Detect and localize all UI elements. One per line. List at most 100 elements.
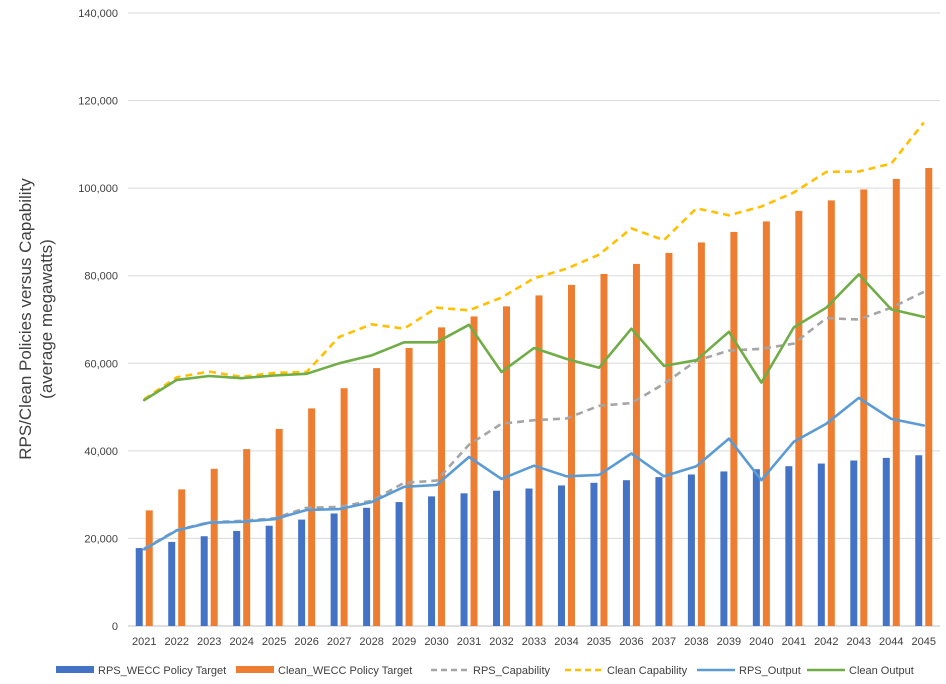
x-tick-label: 2036 <box>619 636 643 648</box>
bar-rps-target <box>752 469 760 626</box>
legend: RPS_WECC Policy Target Clean_WECC Policy … <box>56 665 914 677</box>
bar-rps-target <box>785 466 793 626</box>
legend-label: Clean Output <box>849 665 914 677</box>
legend-label: Clean Capability <box>607 665 688 677</box>
bar-clean-target <box>210 468 218 626</box>
line-rps-output <box>142 396 926 551</box>
y-tick-label: 60,000 <box>84 358 118 370</box>
bar-rps-target <box>330 513 338 626</box>
x-tick-label: 2024 <box>229 636 253 648</box>
x-tick-label: 2044 <box>879 636 903 648</box>
y-tick-label: 140,000 <box>78 8 118 20</box>
y-axis-ticks: 0 20,000 40,000 60,000 80,000 100,000 120,000 1… <box>78 8 118 633</box>
bar-clean-target <box>665 252 673 626</box>
x-tick-label: 2029 <box>392 636 416 648</box>
bar-clean-target <box>600 273 608 626</box>
bar-clean-target <box>470 316 478 626</box>
bar-rps-target <box>525 488 533 626</box>
y-tick-label: 100,000 <box>78 183 118 195</box>
x-tick-label: 2039 <box>717 636 741 648</box>
y-axis-title-line2: (average megawatts) <box>37 239 56 399</box>
line-rps-capability <box>143 290 925 550</box>
gridlines <box>128 12 940 627</box>
bar-rps-target <box>590 482 598 626</box>
x-tick-label: 2037 <box>652 636 676 648</box>
y-tick-label: 120,000 <box>78 96 118 108</box>
y-axis-title-line1: RPS/Clean Policies versus Capability <box>16 178 35 460</box>
x-tick-label: 2041 <box>782 636 806 648</box>
x-tick-label: 2030 <box>424 636 448 648</box>
line-clean-capability <box>143 121 925 401</box>
bar-clean-target <box>697 242 705 627</box>
bar-rps-target <box>233 530 241 626</box>
bar-clean-target <box>145 510 153 626</box>
x-tick-label: 2038 <box>684 636 708 648</box>
x-tick-label: 2022 <box>164 636 188 648</box>
bar-rps-target <box>298 519 306 626</box>
x-tick-label: 2032 <box>489 636 513 648</box>
x-tick-label: 2031 <box>457 636 481 648</box>
bar-rps-target <box>493 490 501 626</box>
bar-clean-target <box>827 200 835 626</box>
x-tick-label: 2027 <box>327 636 351 648</box>
bar-clean-target <box>178 489 186 626</box>
bar-rps-target <box>363 507 371 626</box>
y-tick-label: 80,000 <box>84 271 118 283</box>
bar-rps-target <box>882 457 890 626</box>
x-tick-label: 2045 <box>912 636 936 648</box>
y-tick-label: 0 <box>112 621 118 633</box>
bar-rps-target <box>915 455 923 626</box>
bar-clean-target <box>438 327 446 626</box>
bar-rps-target <box>817 463 825 626</box>
bar-rps-target <box>720 471 728 626</box>
bar-rps-target <box>687 474 695 626</box>
legend-label: RPS_Output <box>739 665 801 677</box>
legend-label: Clean_WECC Policy Target <box>278 665 412 677</box>
y-tick-label: 20,000 <box>84 533 118 545</box>
x-tick-label: 2028 <box>359 636 383 648</box>
bar-clean-target <box>243 449 251 626</box>
legend-swatch <box>56 666 94 673</box>
bar-rps-target <box>428 496 436 626</box>
bar-clean-target <box>730 231 738 626</box>
x-tick-label: 2021 <box>132 636 156 648</box>
bar-rps-target <box>135 548 143 626</box>
bar-rps-target <box>622 480 630 626</box>
bar-clean-target <box>308 408 316 626</box>
bar-clean-target <box>535 295 543 626</box>
x-tick-label: 2035 <box>587 636 611 648</box>
legend-label: RPS_Capability <box>473 665 551 677</box>
x-tick-label: 2043 <box>847 636 871 648</box>
x-tick-label: 2034 <box>554 636 578 648</box>
bar-clean-target <box>567 284 575 626</box>
x-axis-ticks: 2021 2022 2023 2024 2025 2026 2027 2028 2029 2030… <box>132 636 936 648</box>
bar-rps-target <box>265 525 273 626</box>
bars <box>135 168 933 627</box>
legend-label: RPS_WECC Policy Target <box>98 665 226 677</box>
bar-clean-target <box>795 210 803 626</box>
bar-clean-target <box>925 168 933 626</box>
bar-clean-target <box>503 306 511 626</box>
x-tick-label: 2026 <box>294 636 318 648</box>
bar-rps-target <box>850 460 858 626</box>
y-axis-title: RPS/Clean Policies versus Capability (av… <box>16 178 56 460</box>
bar-clean-target <box>892 178 900 626</box>
x-tick-label: 2042 <box>814 636 838 648</box>
bar-rps-target <box>460 493 468 626</box>
bar-rps-target <box>200 536 208 626</box>
bar-clean-target <box>275 428 283 626</box>
bar-clean-target <box>762 221 770 627</box>
y-tick-label: 40,000 <box>84 446 118 458</box>
bar-rps-target <box>557 485 565 626</box>
line-clean-output <box>142 273 926 402</box>
bar-clean-target <box>860 189 868 626</box>
x-tick-label: 2033 <box>522 636 546 648</box>
legend-swatch <box>236 666 274 673</box>
bar-rps-target <box>168 541 176 626</box>
x-tick-label: 2040 <box>749 636 773 648</box>
bar-rps-target <box>395 502 403 626</box>
x-tick-label: 2025 <box>262 636 286 648</box>
bar-rps-target <box>655 477 663 626</box>
